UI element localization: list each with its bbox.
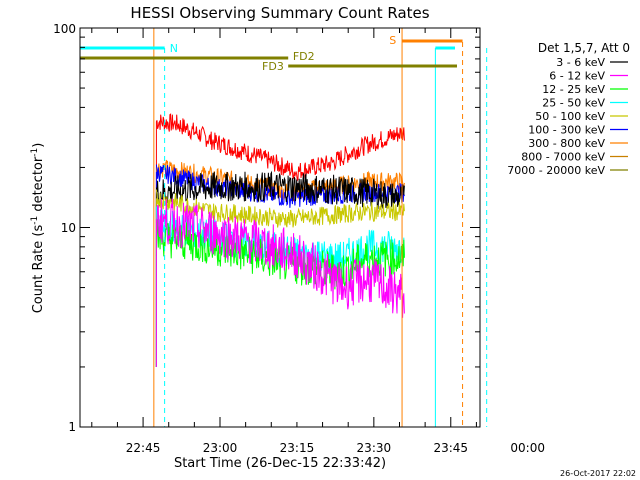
- y-axis-title: Count Rate (s-1 detector-1): [30, 143, 46, 314]
- y-axis-title-part2: detector: [31, 156, 46, 216]
- y-axis-title-part1: Count Rate (s: [31, 225, 46, 314]
- series-line-6-12kev: [155, 198, 405, 318]
- series-line-50-100kev: [155, 189, 405, 228]
- flag-label-s: S: [389, 34, 396, 47]
- legend-label: 7000 - 20000 keV: [507, 164, 605, 177]
- y-tick-label-10: 10: [61, 221, 76, 235]
- x-axis-title: Start Time (26-Dec-15 22:33:42): [174, 456, 386, 471]
- x-tick-label: 23:15: [280, 441, 315, 455]
- x-tick-label: 23:30: [357, 441, 392, 455]
- y-tick-label-100: 100: [53, 22, 76, 36]
- flag-label-n: N: [170, 42, 178, 55]
- flag-label-fd2: FD2: [293, 50, 315, 63]
- axes-layer: [80, 27, 480, 428]
- legend-label: 25 - 50 keV: [542, 97, 605, 110]
- series-line-3-6kev: [155, 170, 405, 211]
- x-tick-label: 22:45: [126, 441, 161, 455]
- x-tick-label: 23:45: [433, 441, 468, 455]
- legend-label: 12 - 25 keV: [542, 83, 605, 96]
- y-axis-title-sup1: -1: [30, 216, 40, 225]
- flag-label-fd3: FD3: [262, 60, 284, 73]
- y-tick-labels: 1 10 100: [53, 22, 76, 434]
- data-layer: [155, 113, 405, 367]
- x-tick-label: 23:00: [203, 441, 238, 455]
- legend-label: 3 - 6 keV: [556, 56, 605, 69]
- y-axis-title-part3: ): [31, 143, 46, 148]
- y-axis-title-sup2: -1: [30, 148, 40, 157]
- y-tick-label-1: 1: [68, 420, 76, 434]
- series-line-1-3kev: [155, 113, 405, 182]
- legend-title: Det 1,5,7, Att 0: [538, 41, 630, 55]
- legend-label: 100 - 300 keV: [528, 124, 605, 137]
- chart-title: HESSI Observing Summary Count Rates: [130, 4, 429, 22]
- x-tick-label: 00:00: [510, 441, 545, 455]
- legend-label: 50 - 100 keV: [535, 110, 605, 123]
- legend-label: 6 - 12 keV: [549, 70, 605, 83]
- legend-label: 800 - 7000 keV: [521, 151, 605, 164]
- flag-layer: N S FD2 FD3: [80, 28, 488, 427]
- legend-label: 300 - 800 keV: [528, 137, 605, 150]
- timestamp: 26-Oct-2017 22:02: [560, 469, 636, 478]
- x-tick-labels: 22:45 23:00 23:15 23:30 23:45 00:00: [126, 441, 545, 455]
